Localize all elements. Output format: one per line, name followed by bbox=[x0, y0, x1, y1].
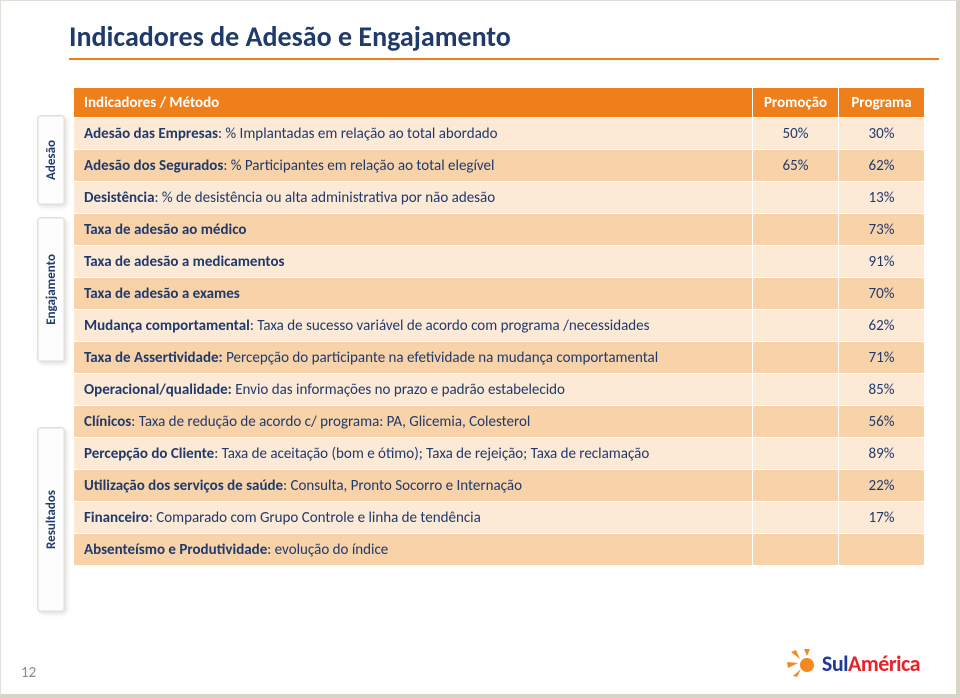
row-promocao bbox=[753, 342, 839, 374]
row-label-bold: Desistência bbox=[84, 189, 154, 207]
row-label: Operacional/qualidade: Envio das informa… bbox=[74, 374, 753, 406]
row-promocao bbox=[753, 214, 839, 246]
row-promocao bbox=[753, 406, 839, 438]
row-promocao bbox=[753, 182, 839, 214]
row-promocao: 65% bbox=[753, 150, 839, 182]
table-row: Adesão dos Segurados: % Participantes em… bbox=[74, 150, 925, 182]
table-row: Financeiro: Comparado com Grupo Controle… bbox=[74, 502, 925, 534]
row-programa: 17% bbox=[839, 502, 925, 534]
side-tab-engajamento-label: Engajamento bbox=[44, 254, 59, 325]
row-programa: 85% bbox=[839, 374, 925, 406]
row-label-rest: : evolução do índice bbox=[267, 541, 388, 559]
row-programa: 91% bbox=[839, 246, 925, 278]
row-label: Adesão das Empresas: % Implantadas em re… bbox=[74, 118, 753, 150]
row-label-rest: : Taxa de redução de acordo c/ programa:… bbox=[131, 413, 530, 431]
row-label: Percepção do Cliente: Taxa de aceitação … bbox=[74, 438, 753, 470]
row-promocao bbox=[753, 374, 839, 406]
row-label: Adesão dos Segurados: % Participantes em… bbox=[74, 150, 753, 182]
table-row: Mudança comportamental: Taxa de sucesso … bbox=[74, 310, 925, 342]
row-promocao bbox=[753, 278, 839, 310]
logo-text-sul: Sul bbox=[822, 650, 848, 677]
row-label-bold: Operacional/qualidade: bbox=[84, 381, 232, 399]
page-title: Indicadores de Adesão e Engajamento bbox=[69, 19, 956, 54]
row-programa: 56% bbox=[839, 406, 925, 438]
row-label: Taxa de adesão a exames bbox=[74, 278, 753, 310]
row-label-rest: : % Implantadas em relação ao total abor… bbox=[218, 125, 498, 143]
row-label: Utilização dos serviços de saúde: Consul… bbox=[74, 470, 753, 502]
col-header-promocao: Promoção bbox=[753, 88, 839, 118]
table-row: Taxa de Assertividade: Percepção do part… bbox=[74, 342, 925, 374]
page-number: 12 bbox=[21, 664, 36, 682]
side-tab-adesao-label: Adesão bbox=[44, 140, 59, 180]
row-programa: 22% bbox=[839, 470, 925, 502]
side-tab-adesao: Adesão bbox=[37, 115, 65, 205]
row-programa: 62% bbox=[839, 310, 925, 342]
row-programa: 70% bbox=[839, 278, 925, 310]
row-programa bbox=[839, 534, 925, 566]
row-label-bold: Utilização dos serviços de saúde bbox=[84, 477, 283, 495]
row-label-bold: Adesão dos Segurados bbox=[84, 157, 223, 175]
brand-logo: SulAmérica bbox=[786, 648, 920, 678]
row-label-rest: Envio das informações no prazo e padrão … bbox=[232, 381, 565, 399]
row-label-bold: Clínicos bbox=[84, 413, 131, 431]
table-row: Percepção do Cliente: Taxa de aceitação … bbox=[74, 438, 925, 470]
table-row: Desistência: % de desistência ou alta ad… bbox=[74, 182, 925, 214]
row-label-rest: : % de desistência ou alta administrativ… bbox=[154, 189, 495, 207]
row-label-rest: : % Participantes em relação ao total el… bbox=[223, 157, 494, 175]
row-label-bold: Taxa de adesão a medicamentos bbox=[84, 253, 285, 271]
row-label: Absenteísmo e Produtividade: evolução do… bbox=[74, 534, 753, 566]
row-label: Financeiro: Comparado com Grupo Controle… bbox=[74, 502, 753, 534]
sun-icon bbox=[786, 648, 820, 678]
row-label: Desistência: % de desistência ou alta ad… bbox=[74, 182, 753, 214]
table-row: Taxa de adesão a medicamentos 91% bbox=[74, 246, 925, 278]
row-promocao: 50% bbox=[753, 118, 839, 150]
row-label-bold: Adesão das Empresas bbox=[84, 125, 218, 143]
row-label-bold: Mudança comportamental bbox=[84, 317, 250, 335]
col-header-programa: Programa bbox=[839, 88, 925, 118]
table-row: Operacional/qualidade: Envio das informa… bbox=[74, 374, 925, 406]
indicators-table: Indicadores / Método Promoção Programa A… bbox=[73, 87, 925, 566]
table-row: Absenteísmo e Produtividade: evolução do… bbox=[74, 534, 925, 566]
table-header-row: Indicadores / Método Promoção Programa bbox=[74, 88, 925, 118]
col-header-indicador: Indicadores / Método bbox=[74, 88, 753, 118]
row-label-bold: Percepção do Cliente bbox=[84, 445, 214, 463]
row-promocao bbox=[753, 534, 839, 566]
side-tab-engajamento: Engajamento bbox=[37, 217, 65, 362]
row-label-rest: : Taxa de sucesso variável de acordo com… bbox=[250, 317, 650, 335]
row-programa: 71% bbox=[839, 342, 925, 374]
row-label-bold: Taxa de adesão ao médico bbox=[84, 221, 246, 239]
row-label: Mudança comportamental: Taxa de sucesso … bbox=[74, 310, 753, 342]
table-row: Taxa de adesão ao médico 73% bbox=[74, 214, 925, 246]
row-label-bold: Financeiro bbox=[84, 509, 149, 527]
table-row: Adesão das Empresas: % Implantadas em re… bbox=[74, 118, 925, 150]
row-programa: 89% bbox=[839, 438, 925, 470]
row-promocao bbox=[753, 246, 839, 278]
row-label: Taxa de Assertividade: Percepção do part… bbox=[74, 342, 753, 374]
side-tab-resultados-label: Resultados bbox=[44, 490, 59, 549]
row-promocao bbox=[753, 502, 839, 534]
row-label-bold: Absenteísmo e Produtividade bbox=[84, 541, 267, 559]
side-tab-resultados: Resultados bbox=[37, 427, 65, 612]
row-programa: 13% bbox=[839, 182, 925, 214]
row-label-bold: Taxa de Assertividade: bbox=[84, 349, 223, 367]
table-row: Clínicos: Taxa de redução de acordo c/ p… bbox=[74, 406, 925, 438]
row-promocao bbox=[753, 310, 839, 342]
row-promocao bbox=[753, 438, 839, 470]
table-row: Taxa de adesão a exames 70% bbox=[74, 278, 925, 310]
row-programa: 62% bbox=[839, 150, 925, 182]
row-label-rest: : Consulta, Pronto Socorro e Internação bbox=[283, 477, 522, 495]
row-label: Clínicos: Taxa de redução de acordo c/ p… bbox=[74, 406, 753, 438]
row-programa: 73% bbox=[839, 214, 925, 246]
row-label: Taxa de adesão a medicamentos bbox=[74, 246, 753, 278]
row-programa: 30% bbox=[839, 118, 925, 150]
row-label-rest: : Taxa de aceitação (bom e ótimo); Taxa … bbox=[214, 445, 649, 463]
row-promocao bbox=[753, 470, 839, 502]
row-label-bold: Taxa de adesão a exames bbox=[84, 285, 240, 303]
row-label: Taxa de adesão ao médico bbox=[74, 214, 753, 246]
table-row: Utilização dos serviços de saúde: Consul… bbox=[74, 470, 925, 502]
title-underline bbox=[69, 58, 939, 60]
row-label-rest: Percepção do participante na efetividade… bbox=[223, 349, 658, 367]
row-label-rest: : Comparado com Grupo Controle e linha d… bbox=[149, 509, 481, 527]
logo-text-america: América bbox=[848, 650, 920, 677]
